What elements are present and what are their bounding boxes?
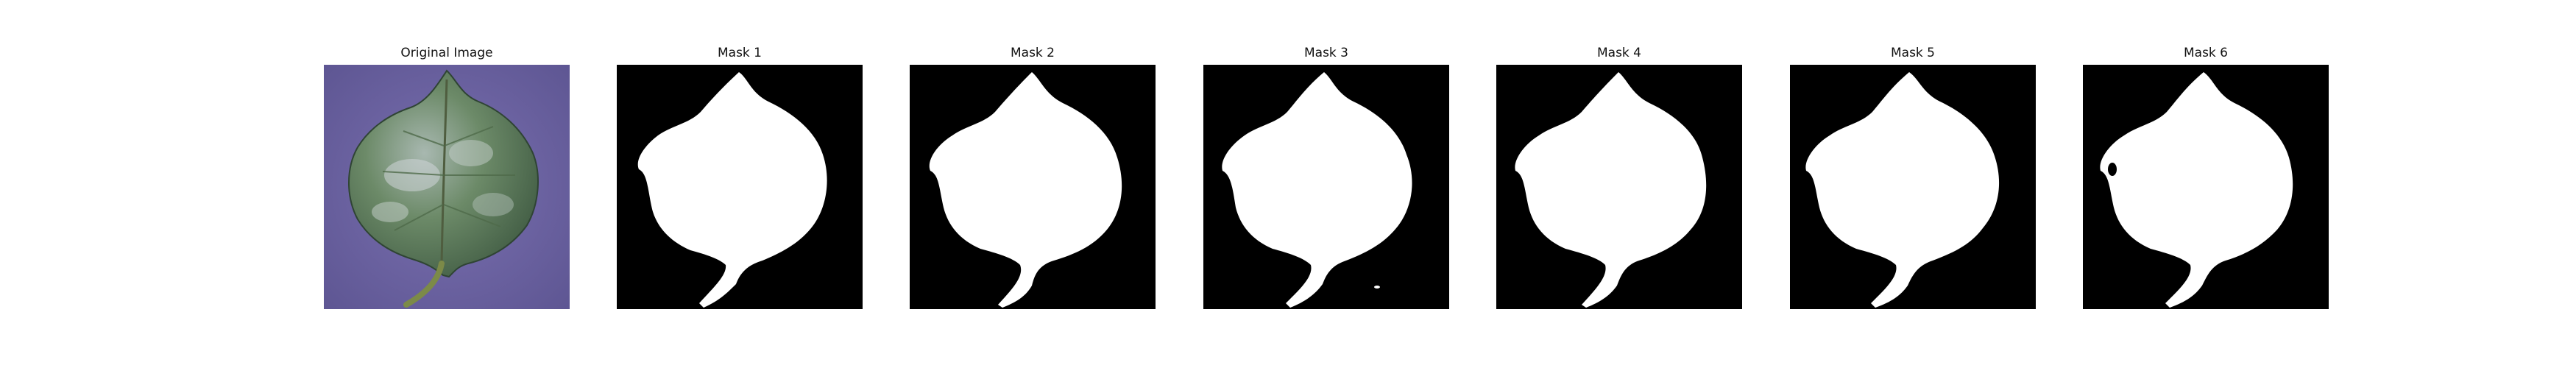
panel-title: Mask 6 — [2183, 46, 2228, 60]
panel-mask-5: Mask 5 — [1790, 43, 2036, 309]
mask-2-image — [910, 65, 1156, 309]
mask-4-image — [1496, 65, 1742, 309]
panel-mask-3: Mask 3 — [1203, 43, 1449, 309]
mask-6-image — [2083, 65, 2329, 309]
panel-title: Mask 3 — [1303, 46, 1348, 60]
mask-5-image — [1790, 65, 2036, 309]
mask-3-image — [1203, 65, 1449, 309]
panel-title: Mask 1 — [717, 46, 762, 60]
panel-title: Mask 2 — [1010, 46, 1055, 60]
mask-1-image — [617, 65, 863, 309]
panel-title: Mask 5 — [1890, 46, 1935, 60]
panel-title: Original Image — [400, 46, 493, 60]
panel-original-image: Original Image — [324, 43, 570, 309]
panel-mask-4: Mask 4 — [1496, 43, 1742, 309]
panel-title: Mask 4 — [1596, 46, 1641, 60]
panel-mask-1: Mask 1 — [617, 43, 863, 309]
panel-mask-6: Mask 6 — [2083, 43, 2329, 309]
original-leaf-photo — [324, 65, 570, 309]
panel-mask-2: Mask 2 — [910, 43, 1156, 309]
